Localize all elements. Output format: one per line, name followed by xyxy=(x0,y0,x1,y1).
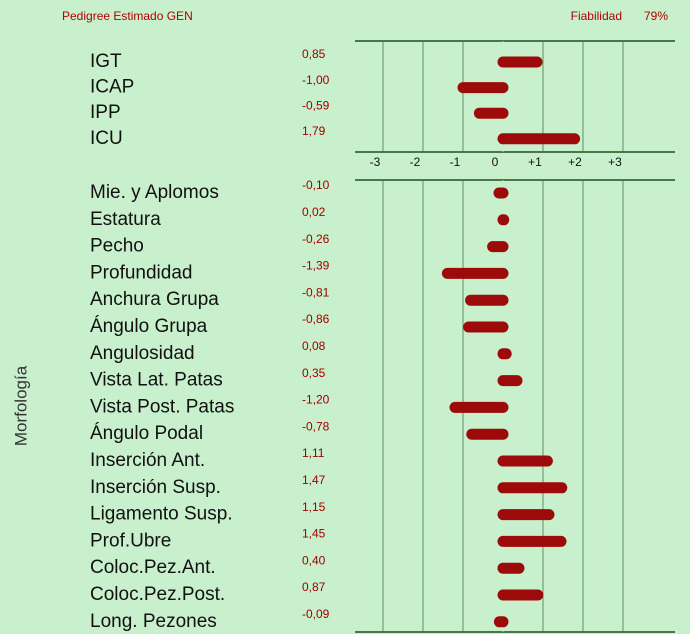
x-tick-label: -3 xyxy=(370,155,381,169)
category-label: Mie. y Aplomos xyxy=(90,182,219,203)
value-label: 1,79 xyxy=(302,124,326,138)
value-label: -0,26 xyxy=(302,232,330,246)
x-tick-label: -1 xyxy=(450,155,461,169)
x-tick-label: +2 xyxy=(568,155,582,169)
value-label: 0,35 xyxy=(302,366,326,380)
category-label: IGT xyxy=(90,51,122,72)
value-label: -0,86 xyxy=(302,312,330,326)
category-label: Profundidad xyxy=(90,262,192,283)
value-label: 1,11 xyxy=(302,446,325,460)
category-label: Inserción Ant. xyxy=(90,450,205,471)
reliability-value: 79% xyxy=(644,9,668,23)
value-label: 1,15 xyxy=(302,500,326,514)
x-tick-label: 0 xyxy=(492,155,499,169)
category-label: Anchura Grupa xyxy=(90,289,219,310)
reliability-label: Fiabilidad xyxy=(571,9,622,23)
value-label: -1,39 xyxy=(302,259,330,273)
value-label: 1,45 xyxy=(302,527,326,541)
value-label: -0,78 xyxy=(302,419,330,433)
category-label: Coloc.Pez.Ant. xyxy=(90,557,216,578)
y-axis-label: Morfología xyxy=(11,365,30,446)
category-label: ICU xyxy=(90,128,123,149)
category-label: ICAP xyxy=(90,77,134,98)
x-tick-label: -2 xyxy=(410,155,421,169)
category-label: IPP xyxy=(90,102,121,123)
category-label: Vista Post. Patas xyxy=(90,396,234,417)
x-tick-label: +3 xyxy=(608,155,622,169)
header-title: Pedigree Estimado GEN xyxy=(62,9,193,23)
value-label: -0,59 xyxy=(302,98,330,112)
value-label: 1,47 xyxy=(302,473,326,487)
value-label: -0,09 xyxy=(302,607,330,621)
category-label: Long. Pezones xyxy=(90,611,217,632)
category-label: Vista Lat. Patas xyxy=(90,370,223,391)
value-label: -0,10 xyxy=(302,178,330,192)
value-label: 0,02 xyxy=(302,205,326,219)
category-label: Inserción Susp. xyxy=(90,477,221,498)
value-label: 0,08 xyxy=(302,339,326,353)
category-label: Estatura xyxy=(90,209,161,230)
category-label: Ángulo Grupa xyxy=(90,316,208,337)
category-label: Pecho xyxy=(90,236,144,257)
category-label: Angulosidad xyxy=(90,343,195,364)
value-label: 0,40 xyxy=(302,553,326,567)
category-label: Prof.Ubre xyxy=(90,530,171,551)
value-label: -1,00 xyxy=(302,73,330,87)
category-label: Ligamento Susp. xyxy=(90,504,233,525)
category-label: Ángulo Podal xyxy=(90,423,203,444)
value-label: 0,85 xyxy=(302,47,326,61)
value-label: -1,20 xyxy=(302,393,330,407)
category-label: Coloc.Pez.Post. xyxy=(90,584,225,605)
value-label: -0,81 xyxy=(302,285,330,299)
value-label: 0,87 xyxy=(302,580,326,594)
x-tick-label: +1 xyxy=(528,155,542,169)
